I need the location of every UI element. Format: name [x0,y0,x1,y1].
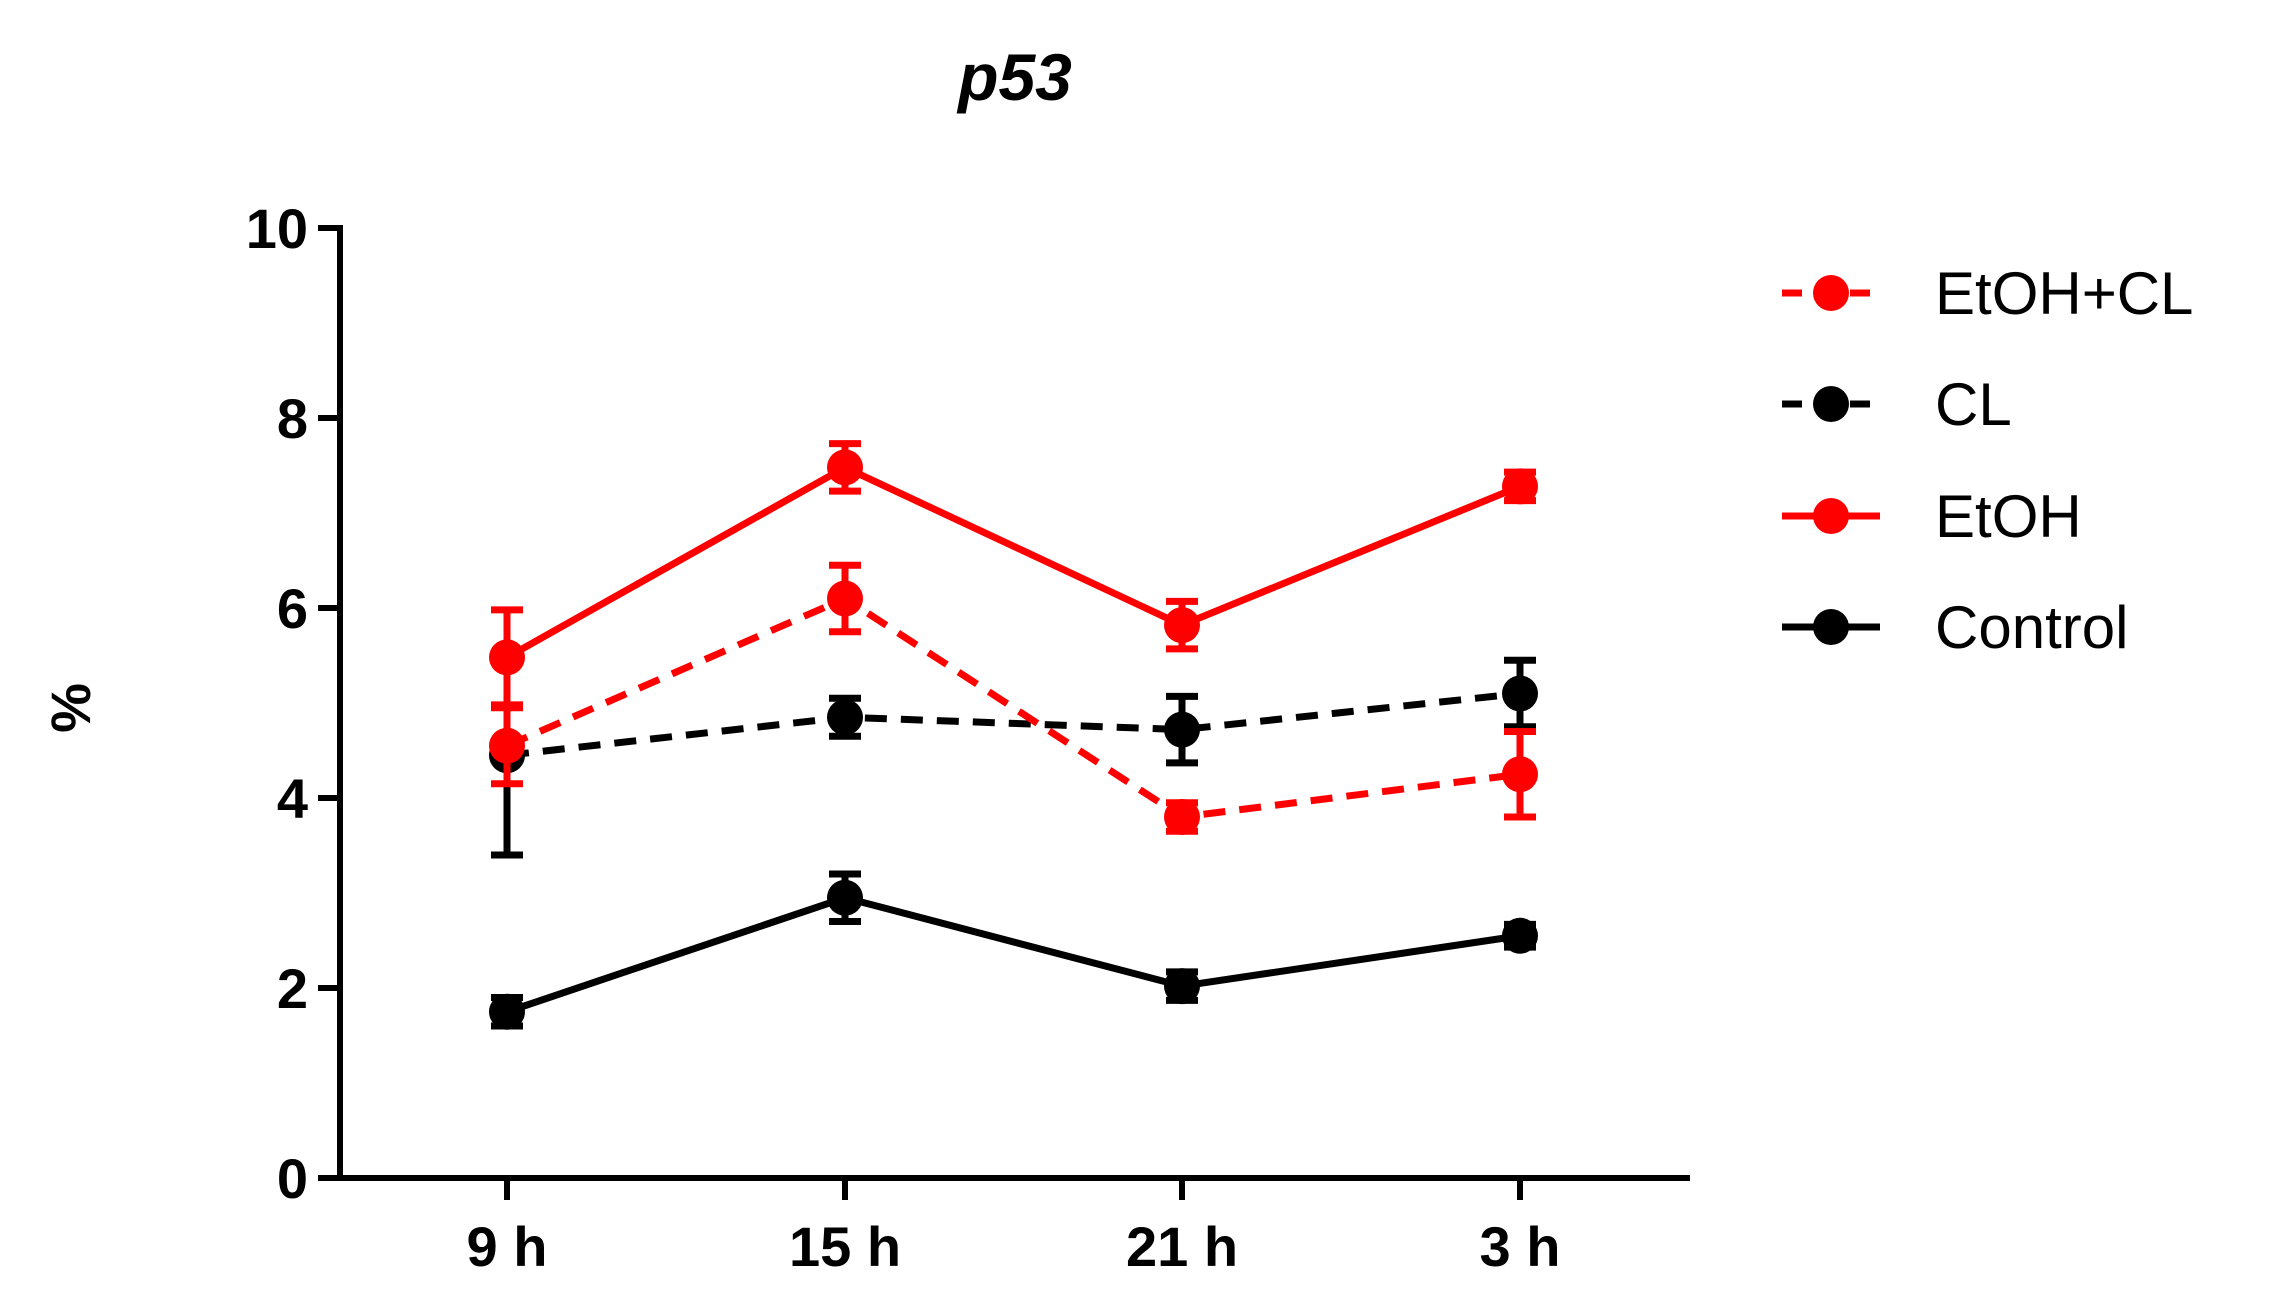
axes: 0 2 4 6 8 10 9 h 15 h 21 h 3 h [246,197,1690,1278]
data-point [1502,675,1538,712]
y-tick-label: 4 [277,767,308,830]
data-point [489,639,525,676]
y-tick-label: 8 [277,387,308,450]
legend-label: CL [1935,371,2012,438]
legend-label: Control [1935,594,2128,661]
legend: EtOH+CL CL EtOH Control [1782,260,2193,661]
data-point [827,699,863,736]
legend-label: EtOH [1935,483,2082,550]
y-tick-label: 6 [277,577,308,640]
x-tick-label: 15 h [789,1215,901,1278]
data-point [1164,711,1200,748]
series-etoh [489,440,1538,709]
series-layer [489,440,1538,1030]
series-control [489,870,1538,1030]
x-tick-label: 21 h [1126,1215,1238,1278]
y-tick-label: 0 [277,1147,308,1210]
x-tick-label: 9 h [467,1215,548,1278]
data-point [827,580,863,617]
data-point [1164,799,1200,835]
legend-marker [1813,498,1849,534]
series-line [505,594,1521,821]
y-tick-label: 2 [277,957,308,1020]
legend-marker [1813,386,1849,422]
legend-item: Control [1782,594,2128,661]
legend-label: EtOH+CL [1935,260,2193,327]
data-point [1502,756,1538,793]
series-etoh-cl [489,561,1538,835]
legend-marker [1813,275,1849,311]
series-line [505,894,1521,1016]
data-point [1502,917,1538,954]
data-point [1164,607,1200,644]
legend-item: EtOH [1782,483,2082,550]
legend-marker [1813,609,1849,645]
data-point [489,993,525,1030]
data-point [1502,468,1538,505]
data-point [489,727,525,764]
series-line [505,463,1522,661]
y-tick-label: 10 [246,197,308,260]
data-point [1164,968,1200,1005]
legend-item: CL [1782,371,2012,438]
data-point [827,449,863,486]
series-line [506,690,1521,759]
chart-title: p53 [956,40,1072,114]
data-point [827,879,863,916]
x-tick-label: 3 h [1480,1215,1561,1278]
y-axis-label: % [39,683,102,733]
legend-item: EtOH+CL [1782,260,2193,327]
